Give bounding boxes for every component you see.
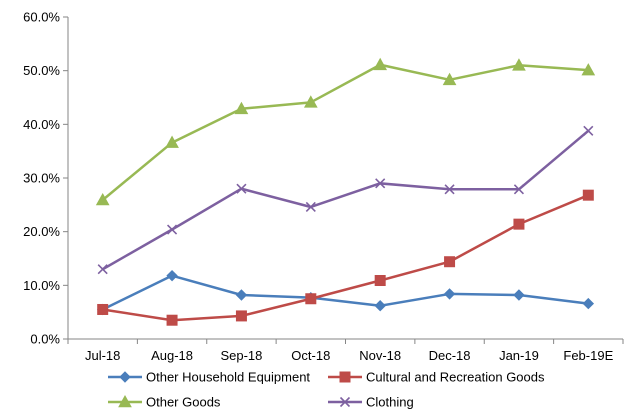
- data-point-marker: [442, 72, 457, 86]
- data-point-marker: [97, 303, 109, 315]
- x-axis-tick-label: Aug-18: [151, 348, 193, 363]
- data-point-marker: [582, 189, 594, 201]
- data-point-marker: [581, 63, 596, 76]
- data-point-marker: [234, 101, 249, 115]
- data-point-marker: [166, 269, 178, 282]
- series-line: [101, 63, 589, 201]
- y-axis-tick-label: 10.0%: [23, 278, 60, 293]
- legend-marker-swatch: [339, 371, 351, 383]
- chart-legend: Other Household Equipment Cultural and Re…: [108, 370, 545, 410]
- y-axis-tick-label: 0.0%: [30, 332, 60, 347]
- data-point-marker: [235, 289, 248, 301]
- y-axis-tick-labels: 0.0% 10.0% 20.0% 30.0% 40.0% 50.0% 60.0%: [23, 10, 60, 347]
- y-axis-tick-label: 20.0%: [23, 224, 60, 239]
- data-point-marker: [166, 314, 178, 326]
- x-axis-tick-label: Feb-19E: [563, 348, 613, 363]
- legend-entry: Other Household Equipment: [108, 370, 310, 385]
- data-point-marker: [444, 256, 456, 268]
- data-point-marker: [512, 58, 526, 71]
- x-axis-tick-labels: Jul-18 Aug-18 Sep-18 Oct-18 Nov-18 Dec-18 Jan-…: [85, 348, 614, 363]
- legend-entry: Other Goods: [108, 395, 221, 410]
- data-point-marker: [373, 57, 388, 71]
- legend-label: Clothing: [366, 395, 414, 410]
- data-point-marker: [303, 95, 318, 108]
- chart-axes: [63, 16, 624, 344]
- series-diamond-group: [96, 269, 595, 316]
- data-point-marker: [95, 192, 110, 206]
- series-line: [102, 129, 590, 271]
- data-point-marker: [235, 310, 247, 322]
- data-point-marker: [583, 125, 594, 136]
- data-point-marker: [443, 288, 456, 300]
- y-axis-tick-label: 60.0%: [23, 10, 60, 25]
- data-point-marker: [305, 293, 317, 305]
- data-point-marker: [374, 275, 386, 287]
- y-axis-tick-label: 50.0%: [23, 63, 60, 78]
- x-axis-tick-label: Nov-18: [359, 348, 401, 363]
- legend-entry: Clothing: [328, 395, 414, 410]
- data-point-marker: [166, 224, 178, 235]
- legend-entry: Cultural and Recreation Goods: [328, 370, 545, 385]
- legend-marker-swatch: [119, 371, 131, 383]
- data-point-marker: [375, 178, 386, 189]
- data-point-marker: [165, 135, 179, 148]
- data-point-marker: [513, 289, 525, 301]
- x-axis-tick-label: Sep-18: [220, 348, 262, 363]
- data-point-marker: [305, 201, 316, 213]
- series-triangle-group: [95, 57, 596, 206]
- x-axis-tick-label: Oct-18: [291, 348, 330, 363]
- legend-label: Cultural and Recreation Goods: [366, 370, 545, 385]
- data-point-marker: [513, 218, 525, 230]
- series-line: [102, 274, 589, 311]
- data-point-marker: [97, 264, 108, 275]
- series-x-group: [97, 125, 594, 275]
- x-axis-tick-label: Dec-18: [429, 348, 471, 363]
- data-point-marker: [582, 297, 595, 310]
- chart-series: [95, 57, 596, 326]
- data-point-marker: [374, 300, 386, 312]
- legend-label: Other Goods: [146, 395, 221, 410]
- data-point-marker: [513, 184, 525, 195]
- data-point-marker: [236, 183, 247, 194]
- data-point-marker: [444, 184, 455, 195]
- legend-marker-swatch: [339, 396, 351, 408]
- legend-marker-swatch: [118, 394, 132, 408]
- x-axis-tick-label: Jul-18: [85, 348, 120, 363]
- y-axis-tick-label: 30.0%: [23, 171, 60, 186]
- legend-label: Other Household Equipment: [146, 370, 310, 385]
- x-axis-tick-label: Jan-19: [499, 348, 539, 363]
- series-square-group: [97, 189, 594, 326]
- series-line: [102, 194, 589, 322]
- y-axis-tick-label: 40.0%: [23, 117, 60, 132]
